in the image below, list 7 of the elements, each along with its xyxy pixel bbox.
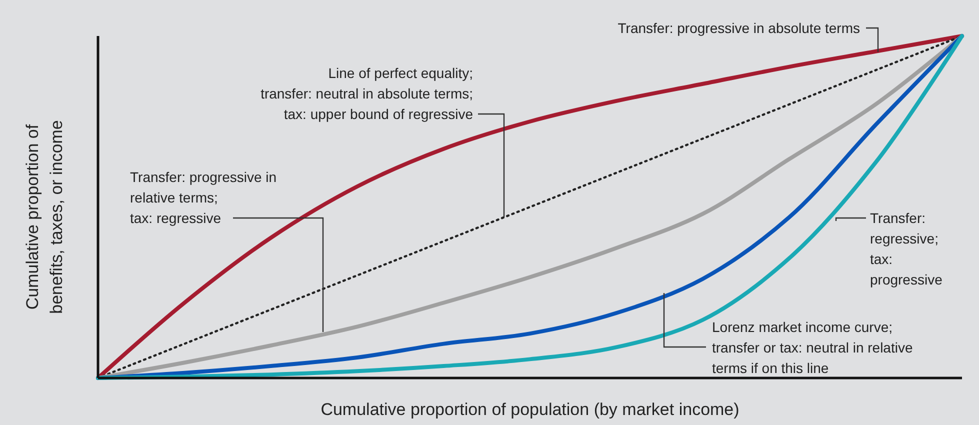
annotation: Transfer: regressive; tax: progressive <box>870 210 943 288</box>
y-axis-title: Cumulative proportion of benefits, taxes, or income <box>23 120 66 314</box>
annotation: Line of perfect equality; transfer: neutral in absolute terms; tax: upper bound of regressive <box>260 65 474 122</box>
annotation: Lorenz market income curve; transfer or tax: neutral in relative terms if on this line <box>712 319 913 376</box>
annotation: Transfer: progressive in relative terms; tax: regressive <box>130 169 277 226</box>
annotation: Transfer: progressive in absolute terms <box>618 20 860 36</box>
x-axis-title: Cumulative proportion of population (by market income) <box>320 400 740 419</box>
